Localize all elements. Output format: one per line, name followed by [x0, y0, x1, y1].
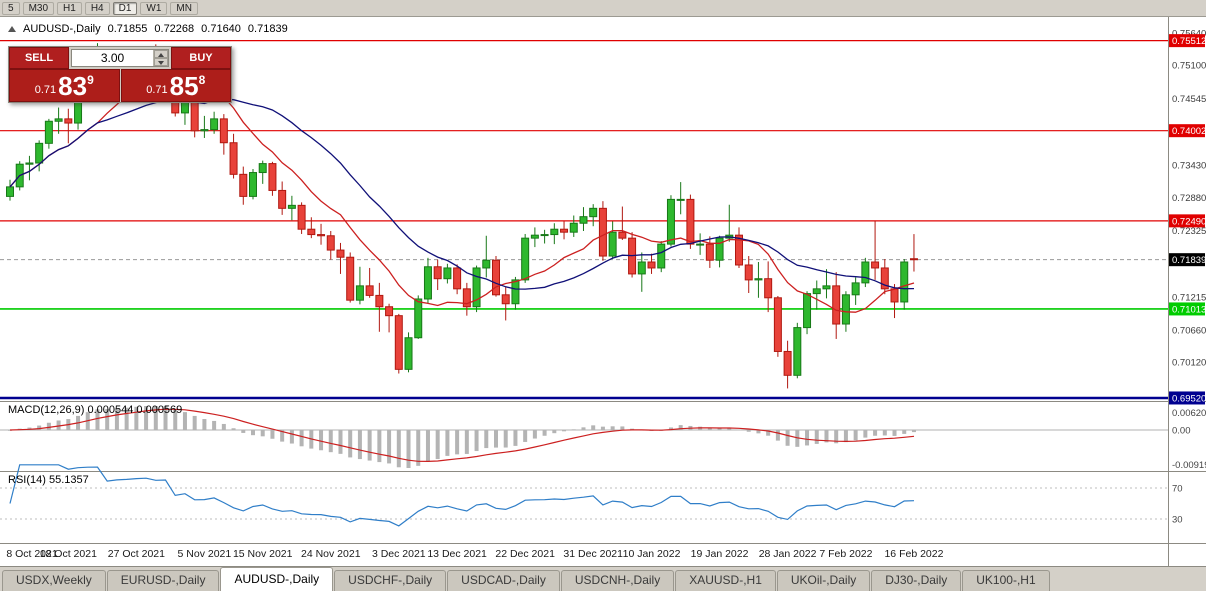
level-price-label-text: 0.71013 — [1172, 304, 1206, 315]
ohlc-low: 0.71640 — [201, 23, 241, 35]
price-axis-label: 0.71215 — [1172, 292, 1206, 303]
tab-uk100-h1[interactable]: UK100-,H1 — [962, 570, 1050, 591]
sell-price-prefix: 0.71 — [34, 84, 57, 96]
rsi-indicator-label: RSI(14) 55.1357 — [8, 474, 89, 486]
level-price-label — [1169, 124, 1205, 138]
tab-usdcad-daily[interactable]: USDCAD-,Daily — [447, 570, 560, 591]
date-label: 13 Dec 2021 — [427, 548, 487, 560]
rsi-axis-label: 70 — [1172, 484, 1183, 495]
level-price-label — [1169, 34, 1205, 48]
volume-increase-button[interactable] — [154, 50, 168, 58]
sell-price-pip: 9 — [87, 73, 94, 87]
timeframe-button-mn[interactable]: MN — [170, 1, 198, 15]
date-label: 5 Nov 2021 — [178, 548, 232, 560]
date-label: 7 Feb 2022 — [819, 548, 872, 560]
ohlc-close: 0.71839 — [247, 23, 288, 35]
timeframe-button-w1[interactable]: W1 — [140, 1, 168, 15]
buy-price[interactable]: 0.71 85 8 — [120, 69, 231, 102]
macd-indicator-label: MACD(12,26,9) 0.000544 0.000569 — [8, 404, 182, 416]
level-price-label-text: 0.72490 — [1172, 216, 1206, 227]
timeframe-button-h1[interactable]: H1 — [57, 1, 82, 15]
date-label: 10 Jan 2022 — [623, 548, 681, 560]
date-label: 16 Feb 2022 — [884, 548, 943, 560]
timeframe-button-d1[interactable]: D1 — [112, 1, 138, 15]
price-axis-label: 0.70660 — [1172, 325, 1206, 336]
price-axis-label: 0.72880 — [1172, 193, 1206, 204]
tab-usdchf-daily[interactable]: USDCHF-,Daily — [334, 570, 447, 591]
date-label: 31 Dec 2021 — [563, 548, 623, 560]
date-label: 24 Nov 2021 — [301, 548, 361, 560]
tab-audusd-daily[interactable]: AUDUSD-,Daily — [220, 567, 334, 591]
ma-slow-line — [9, 98, 915, 290]
ohlc-open: 0.71855 — [107, 23, 148, 35]
sell-price-main: 83 — [58, 71, 88, 101]
trade-controls-row: SELL 3.00 BUY — [9, 47, 231, 69]
level-price-label-text: 0.75512 — [1172, 36, 1206, 47]
trade-prices-row: 0.71 83 9 0.71 85 8 — [9, 69, 231, 102]
tab-usdx-weekly[interactable]: USDX,Weekly — [2, 570, 106, 591]
sell-price[interactable]: 0.71 83 9 — [9, 69, 120, 102]
chart-symbol-period: AUDUSD-,Daily — [23, 23, 101, 35]
current-price-label — [1169, 253, 1205, 267]
macd-axis-min: -0.00919 — [1172, 460, 1206, 471]
volume-spinner — [153, 50, 168, 66]
level-price-label-text: 0.69520 — [1172, 393, 1206, 404]
date-label: 19 Jan 2022 — [691, 548, 749, 560]
price-axis-label: 0.75640 — [1172, 28, 1206, 39]
chart-ohlc-header: AUDUSD-,Daily 0.71855 0.72268 0.71640 0.… — [8, 23, 288, 35]
date-label: 15 Nov 2021 — [233, 548, 293, 560]
price-axis: 0.75640 0.75100 0.74545 0.73430 0.72880 0.723… — [1169, 28, 1206, 405]
date-label: 28 Jan 2022 — [759, 548, 817, 560]
price-axis-label: 0.75100 — [1172, 61, 1206, 72]
macd-axis-max: 0.00620 — [1172, 408, 1206, 419]
tab-usdcnh-daily[interactable]: USDCNH-,Daily — [560, 570, 675, 591]
tab-ukoil-daily[interactable]: UKOil-,Daily — [776, 570, 871, 591]
date-label: 3 Dec 2021 — [372, 548, 426, 560]
macd-signal-line — [9, 408, 915, 463]
timeframe-toolbar: 5 M30 H1 H4 D1 W1 MN — [0, 0, 1206, 17]
tab-dj30-daily[interactable]: DJ30-,Daily — [871, 570, 962, 591]
volume-control[interactable]: 3.00 — [71, 49, 169, 67]
timeframe-button-5[interactable]: 5 — [2, 1, 20, 15]
chart-shift-marker-icon[interactable] — [8, 26, 16, 32]
price-axis-label: 0.70120 — [1172, 358, 1206, 369]
macd-axis-zero: 0.00 — [1172, 426, 1191, 437]
sell-button[interactable]: SELL — [9, 47, 69, 69]
rsi-axis-label: 30 — [1172, 515, 1183, 526]
timeframe-button-m30[interactable]: M30 — [22, 1, 55, 15]
current-price-label-text: 0.71839 — [1172, 255, 1206, 266]
one-click-trading-panel: SELL 3.00 BUY 0.71 83 9 0.71 85 8 — [8, 46, 232, 103]
price-axis-label: 0.72325 — [1172, 226, 1206, 237]
buy-price-prefix: 0.71 — [146, 84, 168, 96]
buy-price-pip: 8 — [198, 73, 206, 87]
date-label: 8 Oct 2021 — [6, 548, 58, 560]
date-label: 22 Dec 2021 — [495, 548, 555, 560]
level-price-label — [1169, 302, 1205, 316]
level-price-label — [1169, 391, 1205, 405]
rsi-line — [9, 464, 915, 527]
date-label: 27 Oct 2021 — [108, 548, 165, 560]
ma-fast-line — [9, 67, 915, 313]
timeframe-button-h4[interactable]: H4 — [84, 1, 110, 15]
volume-decrease-button[interactable] — [154, 58, 168, 66]
level-price-label — [1169, 214, 1205, 228]
macd-histogram — [8, 406, 916, 468]
tab-eurusd-daily[interactable]: EURUSD-,Daily — [106, 570, 220, 591]
price-axis-label: 0.74545 — [1172, 94, 1206, 105]
buy-button[interactable]: BUY — [171, 47, 231, 69]
date-label: 18 Oct 2021 — [40, 548, 97, 560]
buy-price-main: 85 — [169, 71, 199, 101]
tab-xauusd-h1[interactable]: XAUUSD-,H1 — [675, 570, 776, 591]
chart-tabbar: USDX,Weekly EURUSD-,Daily AUDUSD-,Daily USD… — [0, 566, 1206, 591]
volume-value[interactable]: 3.00 — [100, 51, 125, 65]
ohlc-high: 0.72268 — [154, 23, 195, 35]
level-price-label-text: 0.74002 — [1172, 126, 1206, 137]
price-axis-label: 0.73430 — [1172, 160, 1206, 171]
